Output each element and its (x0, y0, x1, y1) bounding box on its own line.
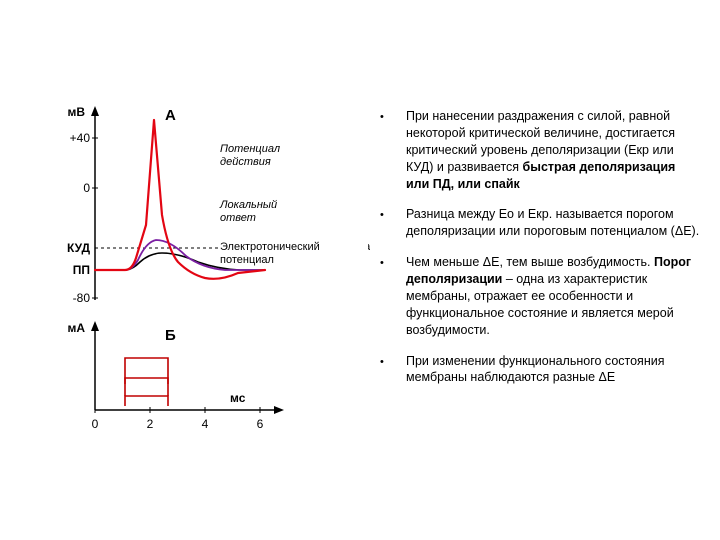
bullet-text: Разница между Ео и Екр. называется порог… (406, 206, 700, 240)
svg-text:потенциал: потенциал (220, 254, 274, 266)
svg-text:Электротонический: Электротонический (220, 241, 320, 253)
svg-text:А: А (165, 107, 176, 124)
svg-text:4: 4 (202, 417, 209, 431)
svg-text:+40: +40 (70, 131, 91, 145)
stimulus-pulse (125, 378, 168, 396)
svg-text:ПП: ПП (73, 263, 90, 277)
bullet-text: При изменении функционального состояния … (406, 353, 700, 387)
bullet-item: •При нанесении раздражения с силой, равн… (380, 108, 700, 192)
svg-text:мА: мА (67, 321, 85, 335)
membrane-potential-diagram: мВ +40 0 КУД ПП -80 Потенциал действия Локальны… (50, 100, 370, 480)
bullet-glyph: • (380, 254, 406, 338)
bullet-glyph: • (380, 206, 406, 240)
diagram-column: мВ +40 0 КУД ПП -80 Потенциал действия Локальны… (50, 100, 370, 500)
svg-text:действия: действия (220, 156, 271, 168)
bullet-glyph: • (380, 108, 406, 192)
page: мВ +40 0 КУД ПП -80 Потенциал действия Локальны… (0, 0, 720, 540)
svg-text:Потенциал: Потенциал (220, 143, 280, 155)
svg-text:Б: Б (165, 327, 176, 344)
text-column: •При нанесении раздражения с силой, равн… (370, 100, 700, 500)
bullet-item: •При изменении функционального состояния… (380, 353, 700, 387)
stimulus-pulse (125, 358, 168, 384)
svg-text:6: 6 (257, 417, 264, 431)
bullet-glyph: • (380, 353, 406, 387)
svg-text:-80: -80 (73, 291, 91, 305)
bullet-text: Чем меньше ΔЕ, тем выше возбудимость. По… (406, 254, 700, 338)
svg-text:КУД: КУД (67, 241, 90, 255)
svg-text:мс: мс (230, 391, 246, 405)
stimulus-pulse (125, 396, 168, 406)
svg-text:0: 0 (92, 417, 99, 431)
svg-text:мВ: мВ (67, 105, 85, 119)
svg-text:0: 0 (83, 181, 90, 195)
bullet-item: •Разница между Ео и Екр. называется поро… (380, 206, 700, 240)
svg-text:2: 2 (147, 417, 154, 431)
bullet-list: •При нанесении раздражения с силой, равн… (380, 108, 700, 386)
svg-text:ответ: ответ (220, 212, 256, 224)
bullet-item: •Чем меньше ΔЕ, тем выше возбудимость. П… (380, 254, 700, 338)
bullet-text: При нанесении раздражения с силой, равно… (406, 108, 700, 192)
svg-text:Локальный: Локальный (219, 199, 277, 211)
